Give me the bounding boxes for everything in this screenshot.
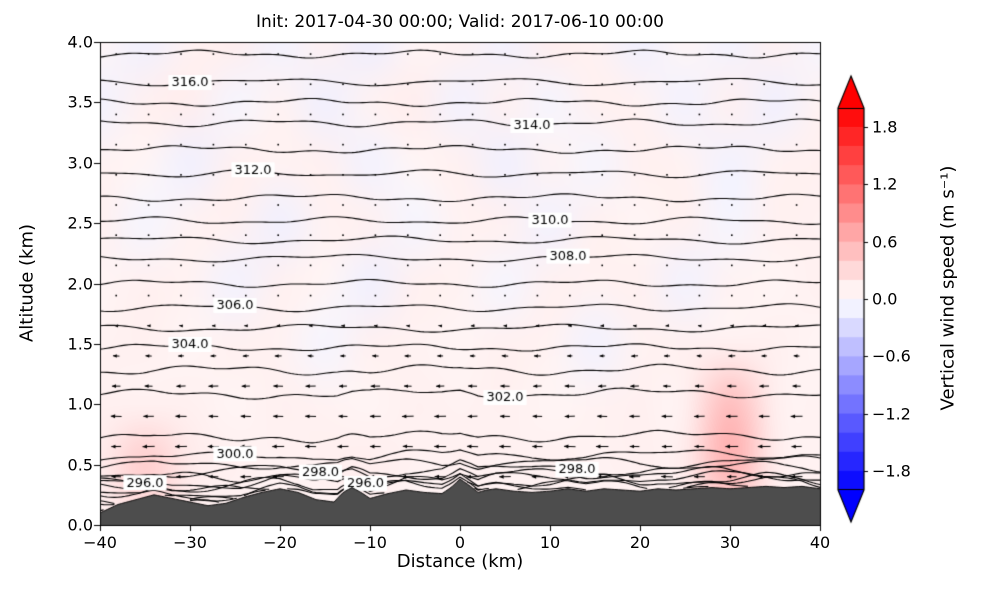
colorbar-tick-label: −1.2 xyxy=(872,404,911,424)
colorbar-tick-label: 0.6 xyxy=(872,232,898,252)
x-tick-label: 40 xyxy=(809,533,831,552)
x-tick-label: 0 xyxy=(454,533,466,552)
colorbar-tick-label: −1.8 xyxy=(872,461,911,481)
x-tick-label: −30 xyxy=(173,533,207,552)
y-tick-label: 4.0 xyxy=(67,32,93,52)
y-tick-label: 1.0 xyxy=(67,394,93,414)
y-tick-label: 0.0 xyxy=(67,515,93,535)
x-tick-label: 30 xyxy=(719,533,741,552)
y-tick-label: 2.5 xyxy=(67,213,93,233)
y-tick-label: 2.0 xyxy=(67,274,93,293)
colorbar-tick-label: 0.0 xyxy=(872,289,898,309)
colorbar-label: Vertical wind speed (m s⁻¹) xyxy=(937,165,959,411)
x-tick-label: 10 xyxy=(539,533,561,552)
y-tick-label: 0.5 xyxy=(67,455,93,475)
x-tick-label: −10 xyxy=(353,533,387,552)
colorbar-tick-label: 1.8 xyxy=(872,117,898,137)
x-axis-label: Distance (km) xyxy=(396,551,524,572)
y-axis-label: Altitude (km) xyxy=(16,223,38,343)
y-tick-label: 3.0 xyxy=(67,153,93,173)
plot-title: Init: 2017-04-30 00:00; Valid: 2017-06-1… xyxy=(256,12,664,32)
x-tick-label: −20 xyxy=(263,533,297,552)
x-tick-label: 20 xyxy=(629,533,651,552)
colorbar-tick-label: 1.2 xyxy=(872,174,898,194)
y-tick-label: 3.5 xyxy=(67,92,93,112)
colorbar-tick-label: −0.6 xyxy=(872,346,911,366)
y-tick-label: 1.5 xyxy=(67,334,93,354)
x-tick-label: −40 xyxy=(83,533,117,552)
